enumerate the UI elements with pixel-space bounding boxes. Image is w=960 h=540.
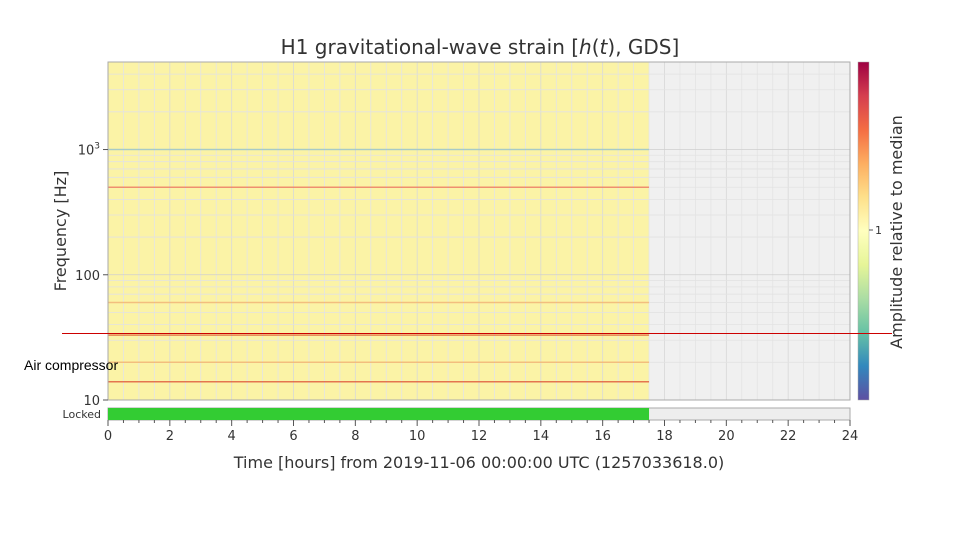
y-axis-label: Frequency [Hz] [51,171,70,292]
x-tick-label: 12 [471,429,488,444]
air-compressor-label: Air compressor [24,357,118,373]
plot-area [107,61,851,401]
y-axis-ticks: 10 100 103 [75,142,108,409]
x-tick-label: 2 [166,429,174,444]
x-axis-label: Time [hours] from 2019-11-06 00:00:00 UT… [233,453,724,472]
x-tick-label: 18 [656,429,673,444]
spectrogram-data-region [108,62,650,400]
x-tick-label: 16 [594,429,611,444]
x-tick-label: 10 [409,429,426,444]
y-tick-label: 100 [75,269,100,284]
colorbar [857,61,870,401]
x-tick-label: 4 [228,429,236,444]
state-bar: Locked [63,407,851,421]
x-tick-label: 0 [104,429,112,444]
state-bar-locked-segment [108,408,650,420]
frequency-lines [108,148,650,383]
x-axis-ticks: 0 2 4 6 8 10 12 14 16 18 20 22 24 [104,420,858,444]
y-tick-label: 103 [78,142,100,159]
plot-frame [107,61,851,401]
chart-title: H1 gravitational-wave strain [h(t), GDS] [281,35,680,59]
x-tick-label: 20 [718,429,735,444]
x-tick-label: 8 [351,429,359,444]
y-tick-label: 10 [83,394,100,409]
x-tick-label: 14 [533,429,550,444]
colorbar-tick-label: 1 [875,224,882,237]
x-tick-label: 24 [842,429,859,444]
x-tick-label: 22 [780,429,797,444]
x-tick-label: 6 [289,429,297,444]
state-bar-label: Locked [63,408,101,421]
colorbar-label: Amplitude relative to median [887,115,906,349]
